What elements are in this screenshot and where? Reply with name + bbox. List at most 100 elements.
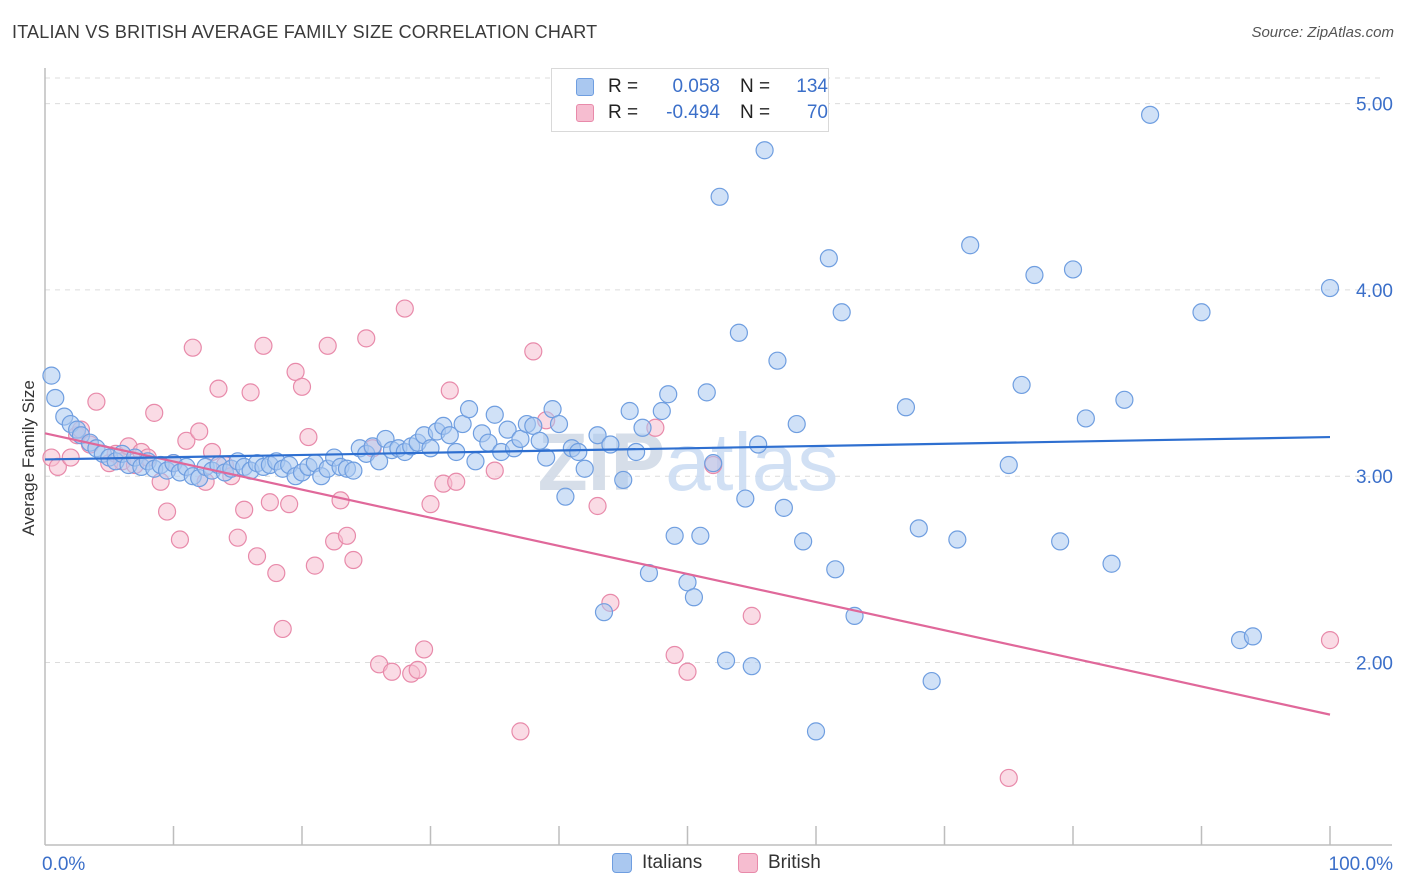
british-point bbox=[190, 422, 209, 441]
british-point bbox=[228, 528, 247, 547]
legend-r-value-italians: 0.058 bbox=[672, 76, 720, 97]
british-trend-line bbox=[44, 432, 1331, 716]
british-point bbox=[665, 645, 684, 665]
british-point bbox=[318, 336, 337, 355]
british-point bbox=[440, 381, 459, 400]
legend-n-value-italians: 134 bbox=[796, 76, 828, 97]
british-point bbox=[395, 299, 414, 318]
british-point bbox=[145, 403, 164, 422]
italians-point bbox=[691, 526, 710, 545]
italians-point bbox=[716, 651, 736, 670]
italians-point bbox=[1102, 554, 1121, 573]
bottom-legend-swatch-italians bbox=[612, 853, 632, 873]
british-point bbox=[511, 722, 530, 741]
italians-point bbox=[530, 431, 549, 450]
italians-point bbox=[826, 560, 845, 579]
british-point bbox=[421, 495, 440, 514]
italians-points bbox=[42, 105, 1340, 741]
italians-point bbox=[633, 418, 652, 437]
italians-trend-line bbox=[44, 435, 1331, 461]
italians-point bbox=[626, 442, 646, 462]
british-point bbox=[260, 493, 279, 512]
italians-point bbox=[588, 426, 607, 445]
british-point bbox=[235, 500, 254, 519]
british-point bbox=[157, 502, 177, 521]
italians-point bbox=[344, 461, 363, 480]
british-point bbox=[183, 338, 202, 357]
legend-swatch-italians bbox=[576, 78, 594, 96]
british-point bbox=[588, 496, 607, 516]
british-point bbox=[241, 383, 260, 402]
italians-point bbox=[42, 366, 61, 385]
legend-r-value-british: -0.494 bbox=[666, 102, 720, 123]
british-point bbox=[414, 640, 434, 659]
italians-point bbox=[961, 236, 980, 255]
y-axis-label: Average Family Size bbox=[19, 380, 38, 536]
british-point bbox=[344, 550, 363, 570]
italians-point bbox=[1115, 390, 1134, 409]
italians-point bbox=[498, 420, 517, 439]
x-tick-label: 100.0% bbox=[1329, 854, 1394, 875]
italians-point bbox=[922, 671, 941, 691]
italians-point bbox=[749, 435, 768, 454]
italians-point bbox=[704, 454, 723, 473]
italians-point bbox=[665, 526, 684, 545]
italians-point bbox=[1012, 375, 1031, 395]
italians-point bbox=[556, 487, 575, 506]
y-tick-label: 4.00 bbox=[1356, 281, 1393, 302]
italians-point bbox=[485, 405, 504, 424]
british-points bbox=[42, 299, 1340, 788]
legend-n-label: N = bbox=[740, 102, 771, 123]
source-credit: Source: ZipAtlas.com bbox=[1251, 24, 1394, 41]
legend-row-italians: R = 0.058 N = 134 bbox=[576, 73, 828, 101]
italians-point bbox=[755, 141, 774, 160]
british-point bbox=[382, 662, 402, 681]
italians-point bbox=[1051, 532, 1070, 551]
italians-point bbox=[421, 439, 440, 458]
british-point bbox=[87, 392, 106, 411]
legend-n-label: N = bbox=[740, 76, 771, 97]
british-point bbox=[524, 342, 543, 361]
y-tick-labels: 2.00 3.00 4.00 5.00 bbox=[1356, 95, 1393, 675]
italians-point bbox=[1243, 627, 1263, 646]
axes bbox=[44, 68, 1392, 846]
british-point bbox=[447, 472, 466, 491]
british-point bbox=[280, 495, 299, 514]
italians-point bbox=[896, 398, 916, 417]
italians-point bbox=[742, 657, 761, 676]
trend-lines bbox=[44, 432, 1331, 716]
italians-point bbox=[909, 519, 928, 538]
british-point bbox=[357, 329, 376, 348]
british-point bbox=[485, 461, 504, 480]
chart-title: ITALIAN VS BRITISH AVERAGE FAMILY SIZE C… bbox=[12, 22, 598, 42]
italians-point bbox=[1076, 409, 1095, 428]
british-point bbox=[209, 379, 228, 398]
italians-point bbox=[575, 459, 594, 478]
british-point bbox=[408, 660, 427, 680]
italians-point bbox=[794, 532, 813, 551]
legend-swatch-british bbox=[576, 104, 594, 122]
x-tick-label: 0.0% bbox=[42, 854, 85, 875]
british-point bbox=[273, 619, 292, 639]
italians-point bbox=[620, 401, 639, 421]
italians-point bbox=[1192, 303, 1211, 322]
british-point bbox=[678, 662, 697, 681]
italians-point bbox=[832, 303, 851, 322]
italians-point bbox=[549, 414, 569, 434]
italians-point bbox=[594, 603, 614, 622]
italians-point bbox=[736, 489, 755, 508]
italians-point bbox=[999, 455, 1018, 475]
legend-r-label: R = bbox=[608, 102, 639, 123]
y-tick-label: 2.00 bbox=[1356, 653, 1393, 674]
italians-point bbox=[46, 388, 65, 408]
italians-point bbox=[948, 530, 967, 549]
british-point bbox=[170, 530, 190, 549]
british-point bbox=[61, 448, 80, 467]
british-point bbox=[337, 526, 357, 545]
italians-point bbox=[459, 400, 479, 419]
bottom-legend-label-british: British bbox=[768, 852, 821, 873]
british-point bbox=[247, 547, 267, 566]
italians-point bbox=[1140, 105, 1160, 124]
legend-row-british: R = -0.494 N = 70 bbox=[576, 99, 828, 127]
british-point bbox=[742, 606, 761, 625]
